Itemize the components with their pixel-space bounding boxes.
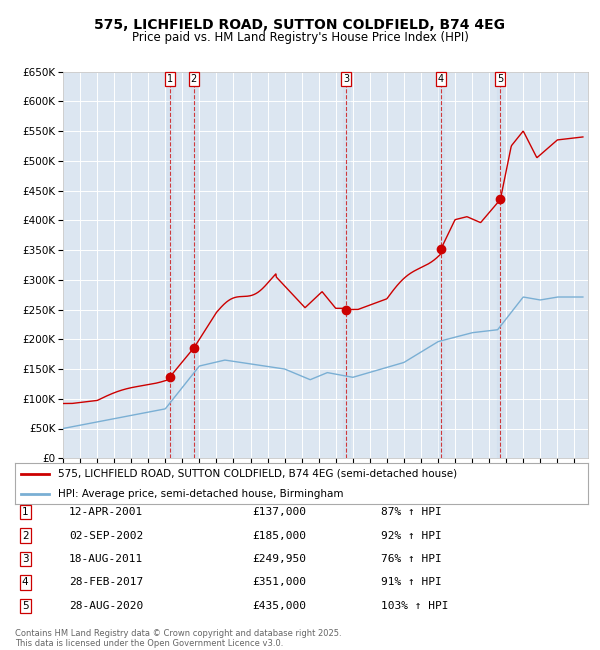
- Text: £435,000: £435,000: [252, 601, 306, 611]
- Text: 18-AUG-2011: 18-AUG-2011: [69, 554, 143, 564]
- Text: Price paid vs. HM Land Registry's House Price Index (HPI): Price paid vs. HM Land Registry's House …: [131, 31, 469, 44]
- Text: 76% ↑ HPI: 76% ↑ HPI: [381, 554, 442, 564]
- Text: 3: 3: [343, 73, 350, 84]
- Text: 92% ↑ HPI: 92% ↑ HPI: [381, 530, 442, 541]
- Bar: [437, 72, 444, 458]
- Text: HPI: Average price, semi-detached house, Birmingham: HPI: Average price, semi-detached house,…: [58, 489, 343, 499]
- Bar: [167, 72, 173, 458]
- Text: 3: 3: [22, 554, 29, 564]
- Text: 2: 2: [22, 530, 29, 541]
- Text: £137,000: £137,000: [252, 507, 306, 517]
- Text: 91% ↑ HPI: 91% ↑ HPI: [381, 577, 442, 588]
- Text: £249,950: £249,950: [252, 554, 306, 564]
- Text: 575, LICHFIELD ROAD, SUTTON COLDFIELD, B74 4EG: 575, LICHFIELD ROAD, SUTTON COLDFIELD, B…: [95, 18, 505, 32]
- Text: 5: 5: [22, 601, 29, 611]
- Text: 02-SEP-2002: 02-SEP-2002: [69, 530, 143, 541]
- Bar: [343, 72, 350, 458]
- Text: 28-AUG-2020: 28-AUG-2020: [69, 601, 143, 611]
- Text: 28-FEB-2017: 28-FEB-2017: [69, 577, 143, 588]
- Text: 4: 4: [22, 577, 29, 588]
- Text: 575, LICHFIELD ROAD, SUTTON COLDFIELD, B74 4EG (semi-detached house): 575, LICHFIELD ROAD, SUTTON COLDFIELD, B…: [58, 469, 457, 478]
- Text: 2: 2: [191, 73, 197, 84]
- Text: 1: 1: [22, 507, 29, 517]
- Text: 103% ↑ HPI: 103% ↑ HPI: [381, 601, 449, 611]
- Bar: [191, 72, 197, 458]
- Bar: [497, 72, 503, 458]
- Text: £351,000: £351,000: [252, 577, 306, 588]
- Text: 4: 4: [437, 73, 444, 84]
- Text: Contains HM Land Registry data © Crown copyright and database right 2025.
This d: Contains HM Land Registry data © Crown c…: [15, 629, 341, 648]
- Text: £185,000: £185,000: [252, 530, 306, 541]
- Text: 87% ↑ HPI: 87% ↑ HPI: [381, 507, 442, 517]
- Text: 1: 1: [167, 73, 173, 84]
- Text: 12-APR-2001: 12-APR-2001: [69, 507, 143, 517]
- Text: 5: 5: [497, 73, 503, 84]
